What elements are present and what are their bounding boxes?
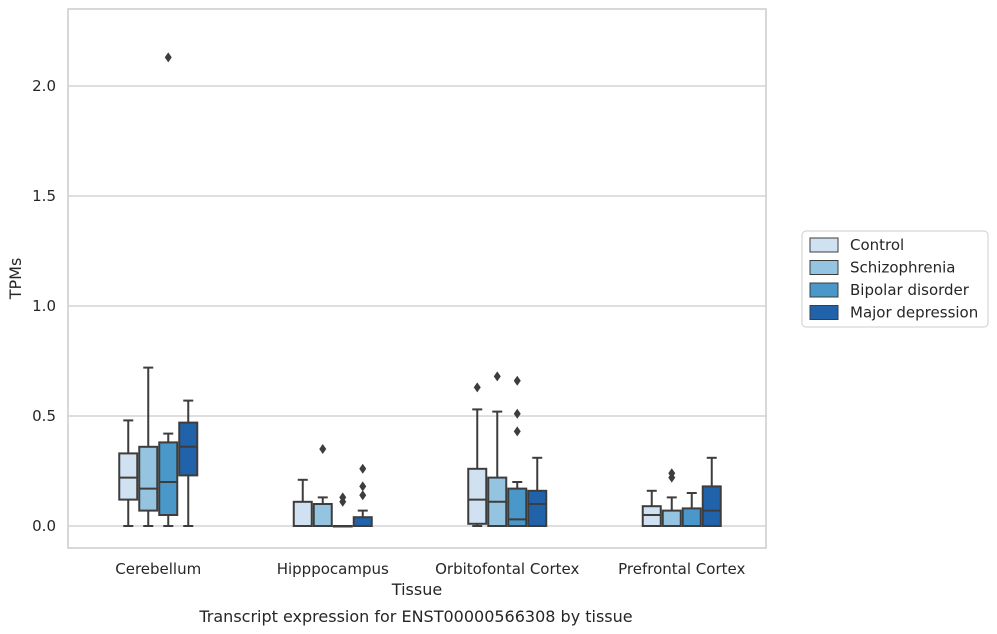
outlier-point <box>359 481 367 492</box>
box-body <box>641 505 662 528</box>
box-3-2 <box>681 492 702 527</box>
x-axis-label: Tissue <box>391 580 442 599</box>
box-body <box>138 445 159 512</box>
plot-frame <box>67 8 767 549</box>
x-tick-labels: Cerebellum Hipppocampus Orbitofontal Corte… <box>115 560 745 578</box>
box-body <box>158 441 179 516</box>
box-2-1 <box>487 371 508 528</box>
box-0-0 <box>118 419 139 527</box>
y-tick-label: 0.0 <box>32 517 56 535</box>
box-body <box>292 500 313 527</box>
y-tick-label: 0.5 <box>32 407 56 425</box>
box-1-1 <box>312 444 333 527</box>
legend-swatch <box>809 260 839 275</box>
box-3-3 <box>701 456 722 527</box>
x-tick-label: Prefrontal Cortex <box>618 560 745 578</box>
box-3-0 <box>641 489 662 528</box>
box-0-3 <box>178 399 199 527</box>
box-body <box>507 487 528 528</box>
legend-swatch <box>809 305 839 320</box>
y-tick-labels: 0.0 0.5 1.0 1.5 2.0 <box>32 77 56 535</box>
box-0-1 <box>138 366 159 527</box>
box-body <box>701 485 722 527</box>
outlier-point <box>319 444 327 454</box>
outlier-point <box>473 382 481 393</box>
outlier-point <box>513 426 521 437</box>
box-1-2 <box>332 492 353 528</box>
box-body <box>681 507 702 527</box>
legend-label: Major depression <box>850 304 978 322</box>
x-tick-label: Orbitofontal Cortex <box>435 560 579 578</box>
legend-swatch <box>809 237 839 253</box>
box-2-0 <box>467 382 488 527</box>
legend-frame <box>801 230 989 328</box>
y-tick-label: 2.0 <box>32 77 56 95</box>
box-0-2 <box>158 52 179 527</box>
box-body <box>312 503 333 527</box>
legend-label: Control <box>850 236 904 254</box>
box-1-0 <box>292 478 313 527</box>
box-body <box>118 452 139 501</box>
box-body <box>467 467 488 525</box>
chart-caption: Transcript expression for ENST0000056630… <box>198 607 632 626</box>
box-body <box>527 489 548 527</box>
y-tick-label: 1.5 <box>32 187 56 205</box>
outlier-point <box>513 375 521 386</box>
y-axis-label: TPMs <box>6 258 25 301</box>
y-tick-label: 1.0 <box>32 297 56 315</box>
outlier-point <box>339 492 347 503</box>
box-3-1 <box>661 468 682 528</box>
outlier-point <box>359 490 367 501</box>
legend-label: Bipolar disorder <box>850 281 970 299</box>
box-body <box>661 509 682 528</box>
outlier-point <box>164 52 172 63</box>
legend: Control Schizophrenia Bipolar disorder Majo… <box>801 230 989 328</box>
box-body <box>178 421 199 477</box>
box-2-2 <box>507 375 528 528</box>
box-2-3 <box>527 456 548 527</box>
box-body <box>352 516 373 528</box>
boxes-layer <box>118 52 722 528</box>
x-tick-label: Hipppocampus <box>277 560 389 578</box>
outlier-point <box>359 463 367 474</box>
outlier-point <box>493 371 501 382</box>
box-1-3 <box>352 463 373 528</box>
outlier-point <box>668 468 676 479</box>
x-tick-label: Cerebellum <box>115 560 201 578</box>
outlier-point <box>513 408 521 419</box>
legend-swatch <box>809 282 839 298</box>
legend-label: Schizophrenia <box>850 259 955 277</box>
